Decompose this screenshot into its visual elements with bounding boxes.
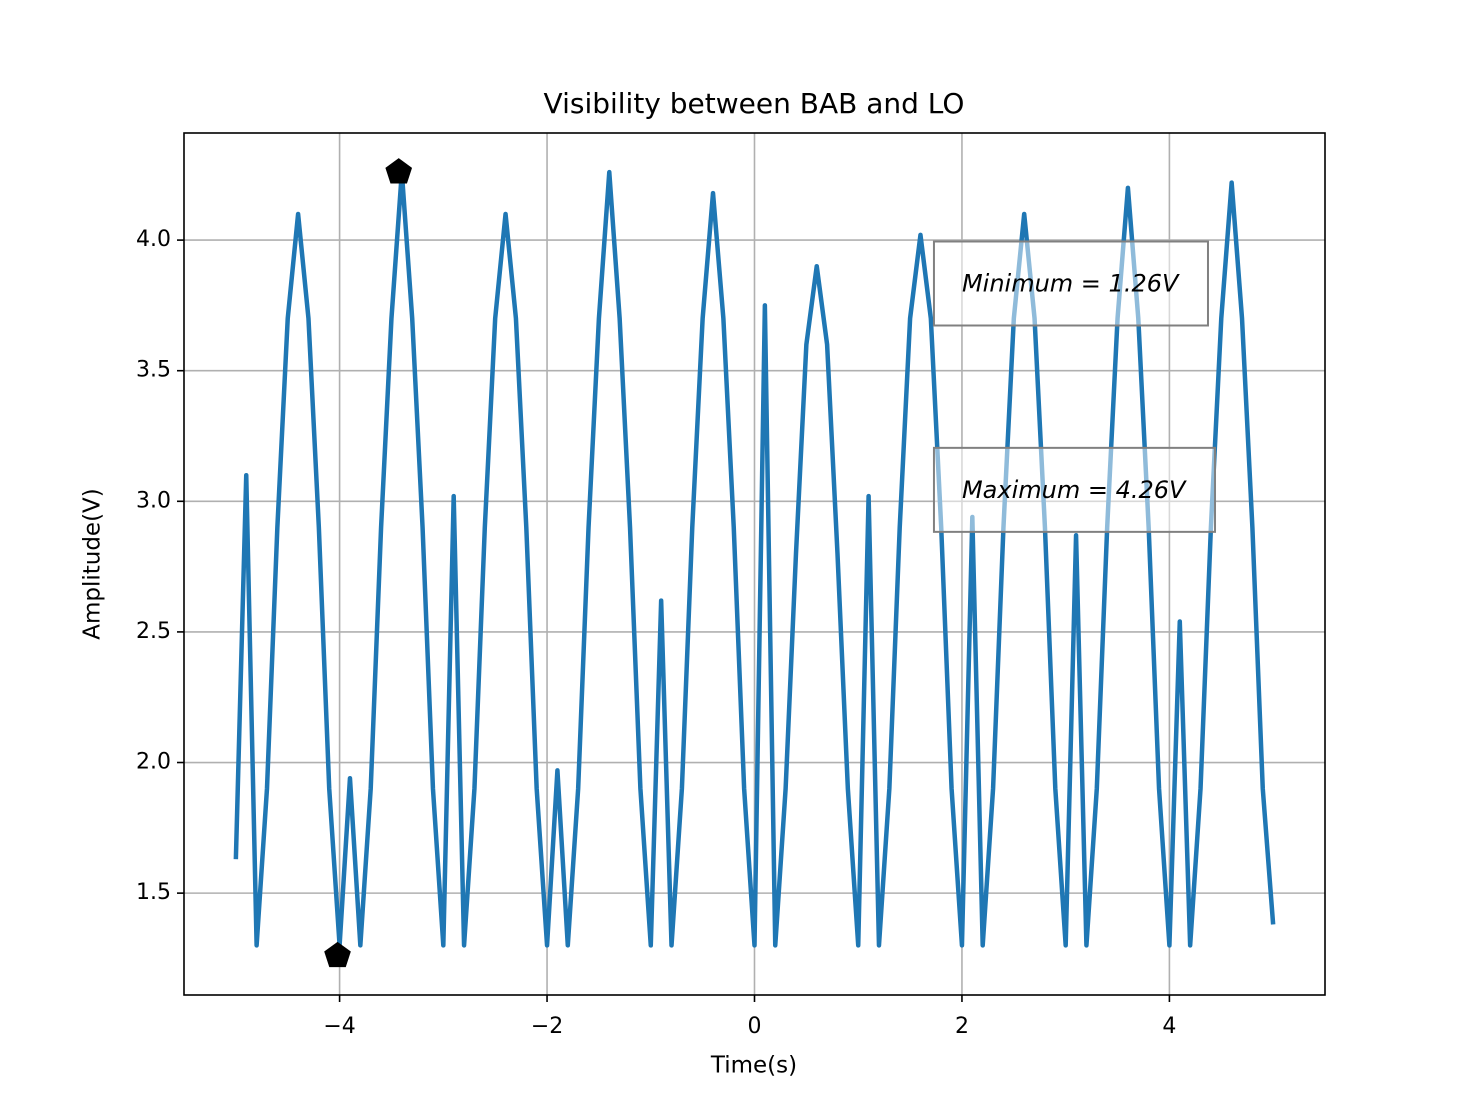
- annotation-box: [932, 446, 1217, 533]
- y-tick-label: 2.5: [136, 619, 171, 644]
- y-axis-label: Amplitude(V): [80, 488, 106, 640]
- data-line: [233, 169, 1276, 948]
- chart-title: Visibility between BAB and LO: [544, 87, 965, 120]
- x-tick-label: 4: [1162, 1014, 1176, 1039]
- plot-frame: [183, 132, 1326, 996]
- y-tick-label: 4.0: [136, 227, 171, 252]
- x-tick-label: −2: [531, 1014, 563, 1039]
- x-axis-label: Time(s): [710, 1053, 797, 1079]
- y-tick-label: 3.5: [136, 358, 171, 383]
- y-tick-label: 2.0: [136, 750, 171, 775]
- annotation-text: Maximum = 4.26V: [962, 476, 1187, 504]
- y-tick-label: 1.5: [136, 880, 171, 905]
- x-tick-label: 2: [955, 1014, 969, 1039]
- extremum-marker: [324, 941, 351, 968]
- y-tick-label: 3.0: [136, 488, 171, 513]
- annotation-box: [932, 240, 1209, 327]
- x-tick-label: −4: [323, 1014, 355, 1039]
- extremum-marker: [385, 158, 413, 184]
- x-tick-label: 0: [748, 1014, 762, 1039]
- annotation-text: Minimum = 1.26V: [962, 270, 1180, 298]
